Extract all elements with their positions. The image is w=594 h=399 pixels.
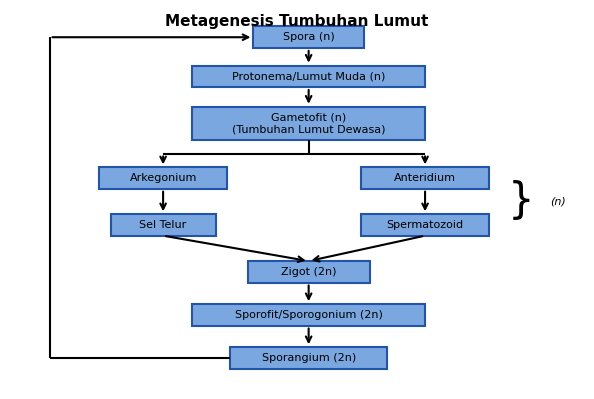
- FancyBboxPatch shape: [110, 214, 216, 236]
- Text: Arkegonium: Arkegonium: [129, 173, 197, 183]
- Text: Sel Telur: Sel Telur: [140, 220, 187, 230]
- FancyBboxPatch shape: [192, 107, 425, 140]
- Text: Anteridium: Anteridium: [394, 173, 456, 183]
- FancyBboxPatch shape: [253, 26, 364, 48]
- FancyBboxPatch shape: [99, 167, 227, 189]
- Text: Zigot (2n): Zigot (2n): [281, 267, 336, 277]
- FancyBboxPatch shape: [192, 65, 425, 87]
- FancyBboxPatch shape: [361, 214, 489, 236]
- Text: Spermatozoid: Spermatozoid: [387, 220, 464, 230]
- FancyBboxPatch shape: [361, 167, 489, 189]
- Text: Protonema/Lumut Muda (n): Protonema/Lumut Muda (n): [232, 71, 386, 81]
- FancyBboxPatch shape: [230, 347, 387, 369]
- Text: Metagenesis Tumbuhan Lumut: Metagenesis Tumbuhan Lumut: [165, 14, 429, 29]
- Text: (n): (n): [550, 196, 566, 206]
- Text: Spora (n): Spora (n): [283, 32, 334, 42]
- FancyBboxPatch shape: [248, 261, 369, 282]
- Text: Sporofit/Sporogonium (2n): Sporofit/Sporogonium (2n): [235, 310, 383, 320]
- Text: }: }: [508, 180, 534, 223]
- Text: Sporangium (2n): Sporangium (2n): [261, 353, 356, 363]
- FancyBboxPatch shape: [192, 304, 425, 326]
- Text: Gametofit (n)
(Tumbuhan Lumut Dewasa): Gametofit (n) (Tumbuhan Lumut Dewasa): [232, 113, 386, 134]
